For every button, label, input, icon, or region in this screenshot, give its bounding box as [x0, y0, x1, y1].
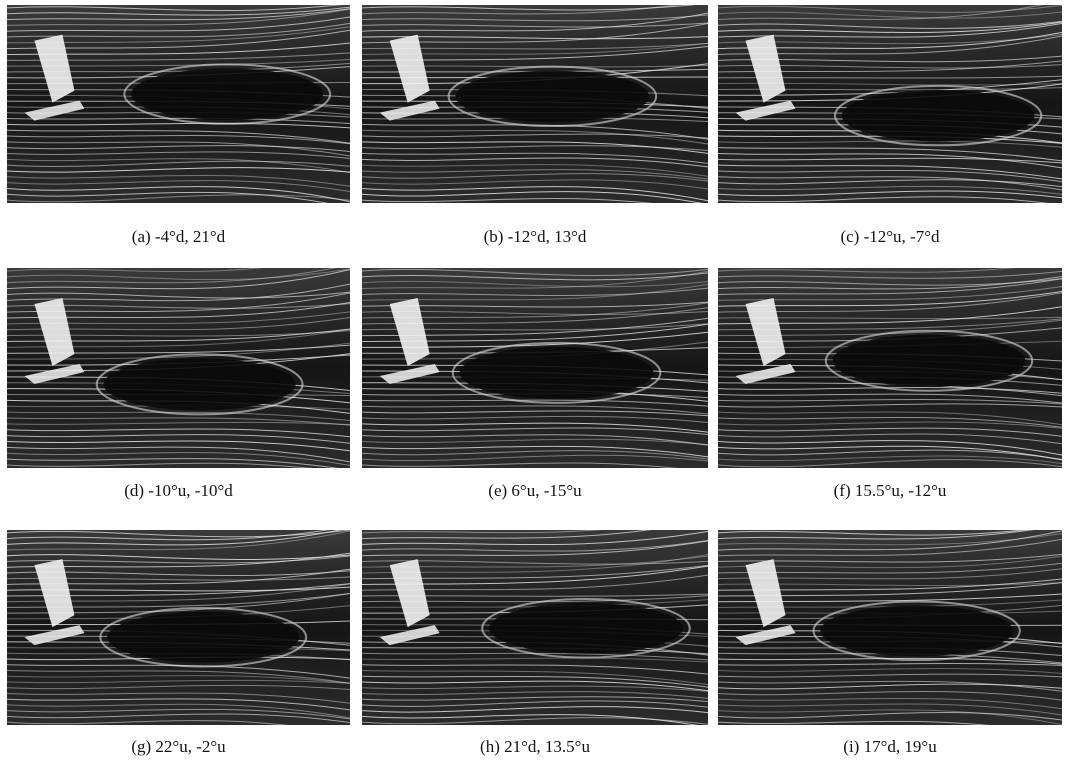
photo: [7, 253, 350, 474]
caption: (f) 15.5°u, -12°u: [834, 481, 947, 500]
wake: [460, 347, 654, 399]
caption: (b) -12°d, 13°d: [484, 227, 587, 246]
photo: [718, 262, 1062, 468]
caption: (d) -10°u, -10°d: [124, 481, 233, 500]
figure: (a) -4°d, 21°d (b) -12°d, 13°d (c) -12°u, …: [0, 0, 1065, 771]
wake: [107, 612, 299, 663]
caption: (e) 6°u, -15°u: [488, 481, 582, 500]
photo: [362, 514, 708, 727]
caption: (h) 21°d, 13.5°u: [480, 737, 590, 756]
wake: [842, 90, 1035, 141]
wake: [820, 605, 1013, 656]
wake: [833, 335, 1026, 387]
wake: [489, 603, 683, 654]
wake: [131, 68, 323, 119]
caption: (c) -12°u, -7°d: [840, 227, 940, 246]
photo: [362, 268, 708, 472]
caption: (i) 17°d, 19°u: [843, 737, 937, 756]
page: (a) -4°d, 21°d (b) -12°d, 13°d (c) -12°u, …: [0, 0, 1065, 771]
photo: [718, 1, 1062, 206]
caption: (a) -4°d, 21°d: [132, 227, 226, 246]
photo: [718, 525, 1062, 736]
photo: [7, 526, 350, 735]
photo: [7, 4, 350, 208]
photo: [362, 0, 708, 212]
wake: [455, 71, 649, 122]
wake: [104, 358, 296, 410]
caption: (g) 22°u, -2°u: [131, 737, 226, 756]
